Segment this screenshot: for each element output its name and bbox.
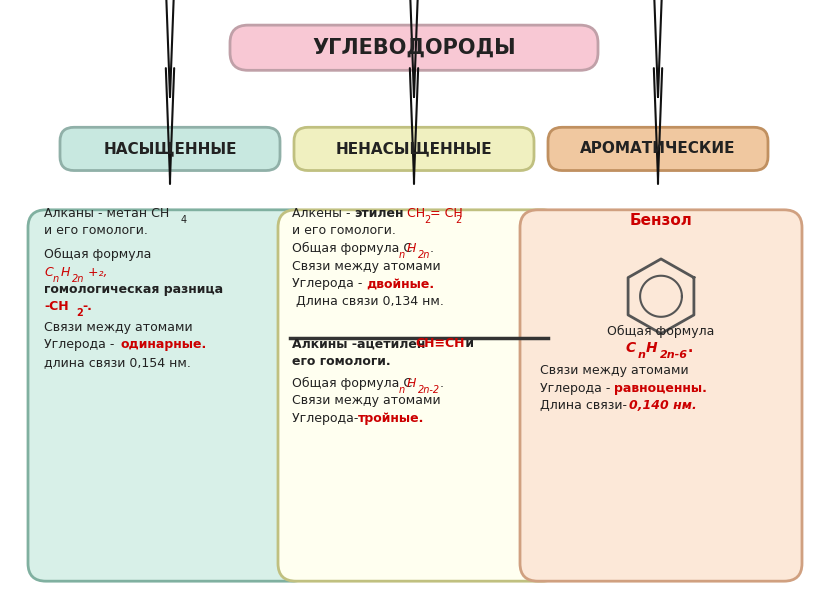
Text: 2: 2: [423, 215, 430, 225]
Text: .: .: [687, 341, 692, 355]
Text: Длина связи-: Длина связи-: [539, 399, 630, 412]
Text: n: n: [399, 250, 404, 260]
Text: Общая формула: Общая формула: [606, 324, 714, 337]
Text: Бензол: Бензол: [629, 213, 691, 228]
Text: НАСЫЩЕННЫЕ: НАСЫЩЕННЫЕ: [103, 141, 237, 157]
Text: .: .: [439, 376, 443, 389]
Text: 2n: 2n: [418, 250, 430, 260]
Text: Связи между атомами: Связи между атомами: [44, 320, 193, 333]
FancyBboxPatch shape: [278, 210, 559, 581]
Text: С: С: [625, 341, 635, 355]
Text: .: .: [429, 242, 433, 255]
Text: НЕНАСЫЩЕННЫЕ: НЕНАСЫЩЕННЫЕ: [335, 141, 492, 157]
Text: Общая формула: Общая формула: [44, 248, 151, 261]
FancyBboxPatch shape: [28, 210, 309, 581]
Text: Углерода-: Углерода-: [292, 412, 362, 425]
Text: длина связи 0,154 нм.: длина связи 0,154 нм.: [44, 356, 191, 369]
Text: 0,140 нм.: 0,140 нм.: [629, 399, 696, 412]
Text: = СН: = СН: [429, 207, 462, 220]
FancyBboxPatch shape: [230, 25, 597, 70]
Text: этилен: этилен: [354, 207, 403, 220]
Text: +₂,: +₂,: [84, 265, 108, 278]
Text: С: С: [44, 265, 53, 278]
Text: Связи между атомами: Связи между атомами: [539, 364, 688, 377]
Text: Н: Н: [61, 265, 70, 278]
Text: 2n: 2n: [72, 274, 84, 284]
Text: n: n: [399, 385, 404, 395]
FancyBboxPatch shape: [294, 127, 533, 171]
Text: СН≡СН: СН≡СН: [414, 337, 464, 350]
Text: -СН: -СН: [44, 300, 69, 313]
Text: Углерода -: Углерода -: [292, 277, 366, 290]
Text: Н: Н: [407, 376, 416, 389]
Text: n: n: [638, 350, 645, 360]
Text: 4: 4: [181, 215, 187, 225]
Text: СН: СН: [403, 207, 424, 220]
Text: Углерода -: Углерода -: [44, 338, 118, 351]
Text: одинарные.: одинарные.: [121, 338, 207, 351]
Text: 2: 2: [455, 215, 461, 225]
Text: 2n-6: 2n-6: [659, 350, 687, 360]
Text: Н: Н: [407, 242, 416, 255]
Text: равноценны.: равноценны.: [614, 382, 706, 395]
Text: и его гомологи.: и его гомологи.: [44, 225, 148, 238]
Text: АРОМАТИЧЕСКИЕ: АРОМАТИЧЕСКИЕ: [580, 141, 735, 157]
Text: Алкины -ацетилен: Алкины -ацетилен: [292, 337, 425, 350]
FancyBboxPatch shape: [60, 127, 280, 171]
FancyBboxPatch shape: [519, 210, 801, 581]
Text: гомологическая разница: гомологическая разница: [44, 283, 222, 296]
Text: Связи между атомами: Связи между атомами: [292, 259, 440, 272]
Text: Длина связи 0,134 нм.: Длина связи 0,134 нм.: [292, 295, 443, 308]
Text: двойные.: двойные.: [366, 277, 433, 290]
FancyBboxPatch shape: [547, 127, 767, 171]
Text: и: и: [461, 337, 473, 350]
Text: n: n: [53, 274, 59, 284]
Text: тройные.: тройные.: [357, 412, 424, 425]
Text: -.: -.: [82, 300, 92, 313]
Text: его гомологи.: его гомологи.: [292, 355, 390, 368]
Text: 2: 2: [76, 308, 83, 318]
Text: Н: Н: [645, 341, 657, 355]
Text: и его гомологи.: и его гомологи.: [292, 225, 395, 238]
Text: Общая формула С: Общая формула С: [292, 242, 412, 255]
Text: Алкены -: Алкены -: [292, 207, 354, 220]
Text: УГЛЕВОДОРОДЫ: УГЛЕВОДОРОДЫ: [312, 38, 515, 58]
Text: 2n-2: 2n-2: [418, 385, 440, 395]
Text: Углерода -: Углерода -: [539, 382, 614, 395]
Text: Алканы - метан СН: Алканы - метан СН: [44, 207, 169, 220]
Text: Общая формула С: Общая формула С: [292, 376, 412, 389]
Text: Связи между атомами: Связи между атомами: [292, 394, 440, 407]
